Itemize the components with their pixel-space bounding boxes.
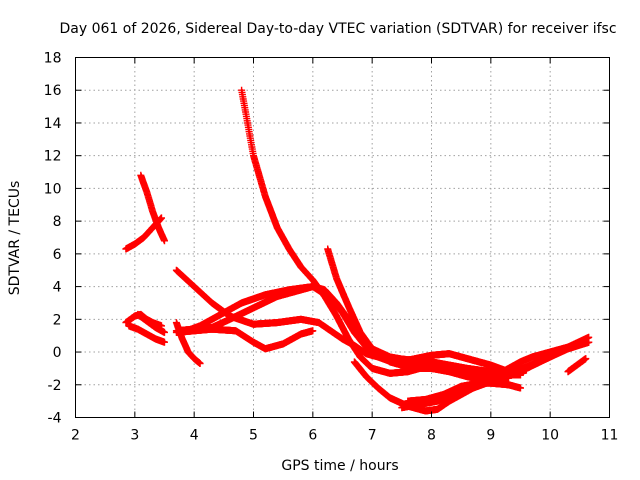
series-arc-12 bbox=[324, 245, 513, 389]
chart-title: Day 061 of 2026, Sidereal Day-to-day VTE… bbox=[59, 21, 616, 37]
data-point bbox=[161, 338, 168, 346]
series-arc-4 bbox=[125, 322, 168, 346]
series-arc-11 bbox=[238, 86, 513, 382]
data-point bbox=[158, 214, 165, 222]
series-arc-2 bbox=[137, 171, 168, 245]
data-point bbox=[161, 328, 168, 336]
data-point bbox=[161, 237, 168, 245]
data-series bbox=[122, 86, 593, 415]
series-arc-5 bbox=[134, 310, 168, 336]
data-point bbox=[196, 360, 204, 367]
